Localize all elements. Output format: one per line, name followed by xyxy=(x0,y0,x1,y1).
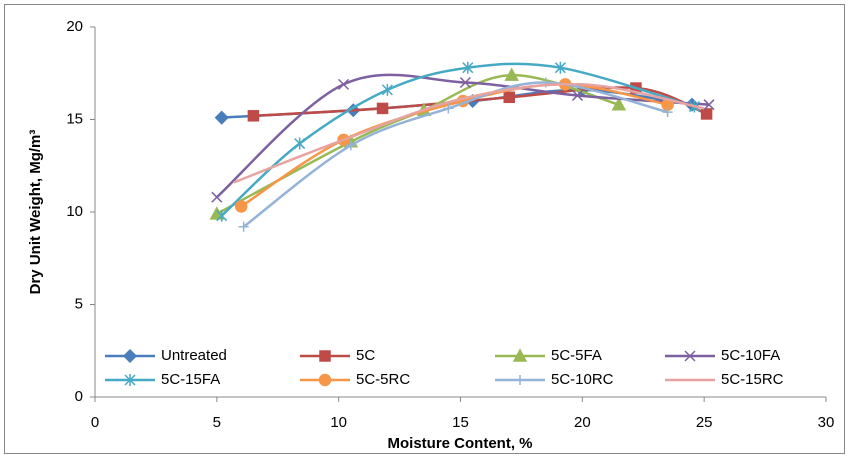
legend-marker xyxy=(512,348,528,362)
marker xyxy=(554,61,566,74)
legend-marker xyxy=(319,350,331,362)
marker xyxy=(376,102,389,115)
marker xyxy=(443,103,454,114)
marker xyxy=(345,140,356,151)
marker xyxy=(503,91,515,104)
marker xyxy=(700,108,713,120)
marker xyxy=(459,76,471,89)
legend-marker xyxy=(684,350,696,362)
series-line xyxy=(233,82,705,184)
legend-label: 5C-5RC xyxy=(356,371,410,388)
y-tick-label: 0 xyxy=(75,388,83,405)
x-tick-label: 15 xyxy=(452,414,469,431)
x-tick-label: 5 xyxy=(213,414,221,431)
legend-label: 5C-10FA xyxy=(721,347,780,364)
marker xyxy=(238,221,249,232)
marker xyxy=(462,61,474,74)
y-tick-label: 5 xyxy=(75,295,83,312)
x-tick-label: 0 xyxy=(91,414,99,431)
marker xyxy=(214,110,229,125)
legend-label: 5C-15FA xyxy=(161,371,220,388)
y-tick-label: 15 xyxy=(66,110,83,127)
marker xyxy=(234,200,248,213)
marker xyxy=(571,89,583,101)
x-tick-label: 30 xyxy=(818,414,835,431)
marker xyxy=(504,67,519,81)
legend-label: Untreated xyxy=(161,347,227,364)
legend-label: 5C-15RC xyxy=(721,371,784,388)
legend-label: 5C xyxy=(356,347,375,364)
marker xyxy=(381,83,393,96)
legend-label: 5C-10RC xyxy=(551,371,614,388)
x-tick-label: 20 xyxy=(574,414,591,431)
marker xyxy=(662,107,673,118)
marker xyxy=(611,97,627,111)
y-tick-label: 20 xyxy=(66,18,83,35)
marker xyxy=(703,99,715,111)
marker xyxy=(211,191,223,203)
marker xyxy=(247,110,260,122)
x-tick-label: 10 xyxy=(330,414,347,431)
legend-marker xyxy=(515,375,525,385)
y-axis-title: Dry Unit Weight, Mg/m³ xyxy=(27,130,44,295)
series-line xyxy=(216,73,710,199)
legend-marker xyxy=(318,373,332,387)
marker xyxy=(294,137,306,150)
y-tick-label: 10 xyxy=(66,203,83,220)
legend-marker xyxy=(124,374,136,386)
x-tick-label: 25 xyxy=(696,414,713,431)
legend-marker xyxy=(122,348,138,364)
marker xyxy=(338,78,350,90)
x-axis-title: Moisture Content, % xyxy=(388,435,533,452)
chart-border xyxy=(4,4,845,454)
marker xyxy=(216,209,228,222)
legend-label: 5C-5FA xyxy=(551,347,602,364)
series-line xyxy=(220,62,695,217)
